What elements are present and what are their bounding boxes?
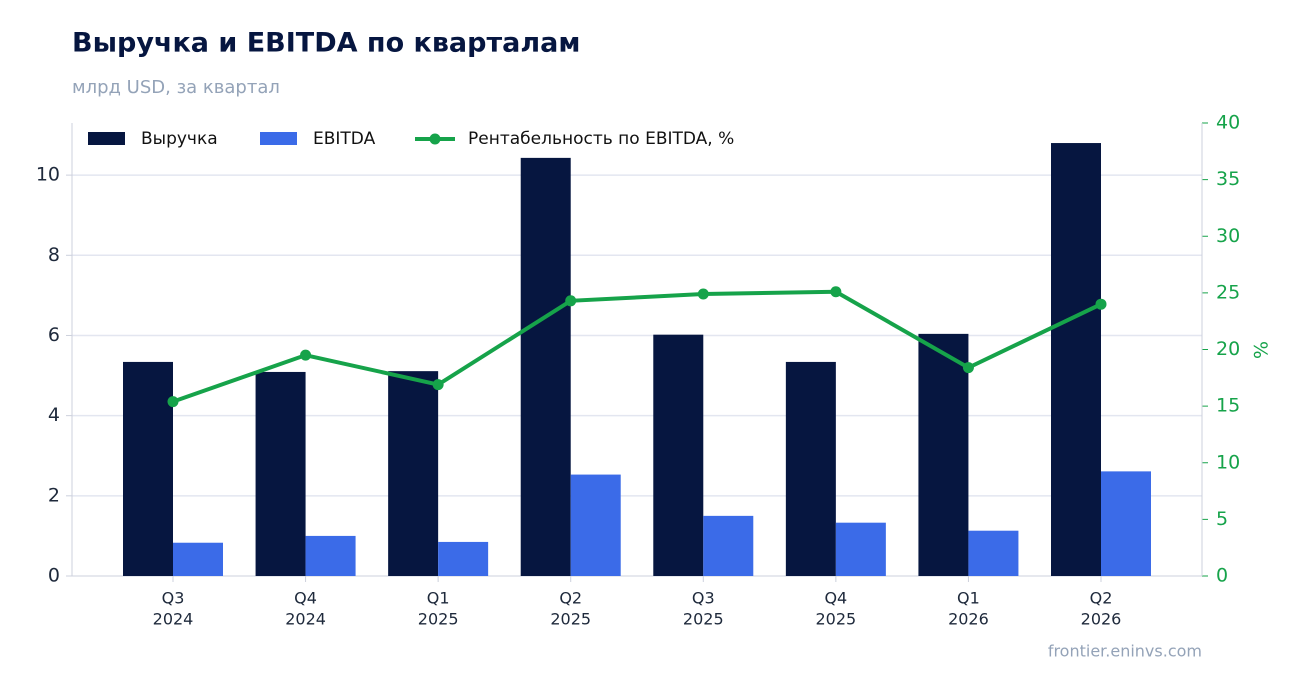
- x-tick-label: 2026: [948, 610, 989, 629]
- y2-tick-label: 20: [1216, 338, 1240, 360]
- source: frontier.eninvs.com: [1048, 642, 1202, 661]
- bar: [388, 371, 439, 576]
- legend-swatch: [260, 132, 297, 145]
- x-tick-label: Q2: [1090, 589, 1113, 608]
- bar: [703, 515, 754, 576]
- y-tick-label: 2: [48, 484, 60, 506]
- y2-tick-label: 25: [1216, 281, 1240, 303]
- y2-tick-label: 40: [1216, 112, 1240, 134]
- y2-tick-label: 15: [1216, 395, 1240, 417]
- bar: [305, 535, 356, 576]
- bar: [520, 157, 571, 576]
- bar: [968, 530, 1019, 576]
- y-tick-label: 0: [48, 565, 60, 587]
- x-tick-label: Q1: [957, 589, 980, 608]
- y-tick-label: 10: [36, 164, 60, 186]
- x-tick-label: Q4: [824, 589, 847, 608]
- legend-swatch: [429, 133, 441, 145]
- point: [300, 349, 312, 361]
- x-tick-label: 2025: [550, 610, 591, 629]
- y2-tick-label: 10: [1216, 451, 1240, 473]
- x-tick-label: Q3: [692, 589, 715, 608]
- y2-axis-label: %: [1251, 341, 1273, 359]
- x-tick-label: 2025: [418, 610, 459, 629]
- bar: [438, 541, 489, 576]
- bar: [173, 542, 223, 576]
- point: [1095, 298, 1107, 310]
- point: [697, 288, 709, 300]
- y2-tick-label: 5: [1216, 508, 1228, 530]
- bar: [785, 361, 836, 576]
- point: [432, 379, 444, 391]
- chart-title: Выручка и EBITDA по кварталам: [72, 28, 580, 59]
- bar: [835, 522, 886, 576]
- x-tick-label: Q1: [427, 589, 450, 608]
- bar: [918, 333, 969, 576]
- legend-swatch: [88, 132, 125, 145]
- x-tick-label: Q3: [162, 589, 185, 608]
- point: [167, 396, 179, 408]
- x-tick-label: 2024: [153, 610, 194, 629]
- x-tick-label: 2025: [683, 610, 724, 629]
- y-tick-label: 6: [48, 324, 60, 346]
- x-tick-label: Q4: [294, 589, 317, 608]
- y2-tick-label: 30: [1216, 225, 1240, 247]
- y-tick-label: 8: [48, 244, 60, 266]
- y2-tick-label: 35: [1216, 168, 1240, 190]
- legend-label: Рентабельность по EBITDA, %: [468, 129, 734, 149]
- x-tick-label: 2024: [285, 610, 326, 629]
- x-tick-label: Q2: [559, 589, 582, 608]
- line: [172, 289, 1102, 404]
- bar: [1051, 143, 1101, 576]
- bar: [653, 334, 704, 576]
- legend-label: EBITDA: [313, 129, 376, 149]
- point: [565, 295, 577, 307]
- point: [962, 362, 974, 374]
- point: [830, 286, 842, 298]
- bar: [123, 361, 173, 576]
- y-tick-label: 4: [48, 404, 60, 426]
- x-tick-label: 2026: [1081, 610, 1122, 629]
- y2-tick-label: 0: [1216, 565, 1228, 587]
- bar: [255, 371, 306, 576]
- bar: [570, 474, 621, 576]
- legend-label: Выручка: [141, 129, 218, 149]
- bar: [1101, 471, 1151, 576]
- chart-subtitle: млрд USD, за квартал: [72, 77, 280, 98]
- x-tick-label: 2025: [815, 610, 856, 629]
